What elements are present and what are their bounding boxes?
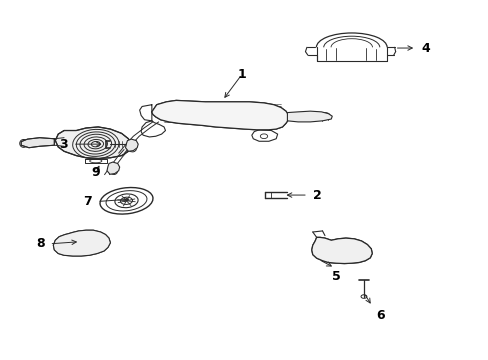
Polygon shape: [125, 139, 138, 151]
Polygon shape: [107, 162, 120, 174]
Text: 3: 3: [59, 138, 68, 150]
Polygon shape: [311, 237, 371, 264]
Polygon shape: [287, 111, 331, 122]
Text: 7: 7: [83, 195, 92, 208]
Polygon shape: [53, 230, 110, 256]
Text: 6: 6: [375, 309, 384, 322]
Text: 5: 5: [331, 270, 340, 283]
Text: 2: 2: [312, 189, 321, 202]
Polygon shape: [152, 100, 288, 130]
Text: 1: 1: [237, 68, 246, 81]
Text: 9: 9: [91, 166, 100, 179]
Text: 4: 4: [420, 41, 429, 54]
Text: 8: 8: [36, 237, 44, 250]
Polygon shape: [21, 138, 54, 148]
Polygon shape: [55, 127, 131, 158]
